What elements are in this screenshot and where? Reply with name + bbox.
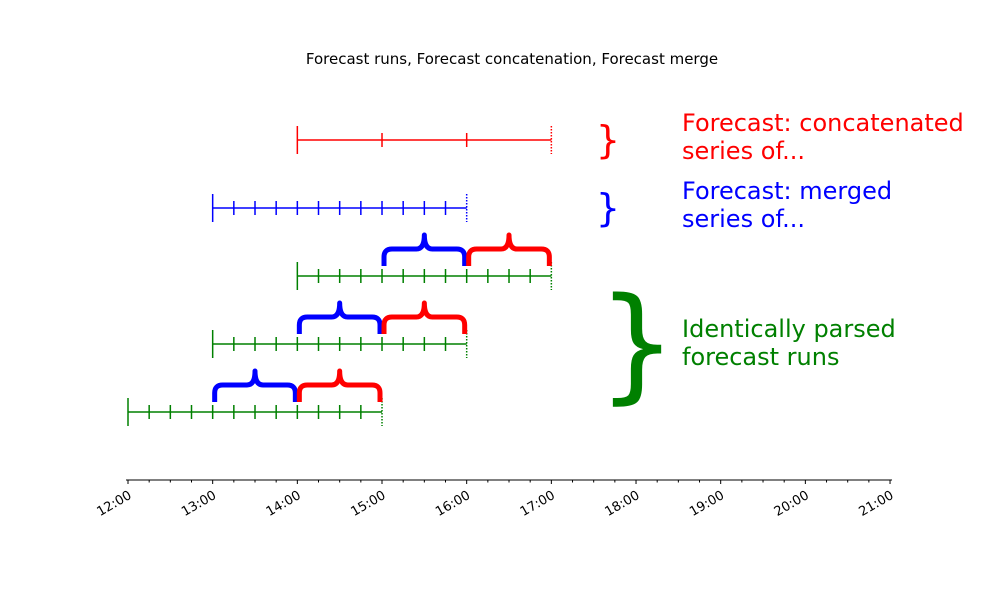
x-tick-label: 17:00 — [518, 488, 558, 520]
row-merged — [211, 194, 468, 222]
small-brace-merged: } — [596, 186, 620, 230]
period-braces — [212, 232, 552, 402]
annotations: } Forecast: concatenated series of...} Fore… — [596, 109, 964, 417]
row-run_1 — [127, 398, 383, 426]
x-tick-label: 12:00 — [94, 488, 134, 520]
red-brace — [381, 300, 468, 334]
blue-brace — [381, 232, 468, 266]
red-brace — [296, 368, 383, 402]
blue-brace — [212, 368, 298, 402]
x-tick-label: 13:00 — [179, 488, 219, 520]
group-label: Identically parsed forecast runs — [682, 315, 896, 371]
group-label-line: Identically parsed — [682, 315, 896, 343]
chart-title: Forecast runs, Forecast concatenation, F… — [306, 50, 718, 68]
small-brace-concatenated: } — [596, 118, 620, 162]
row-run_2 — [211, 330, 468, 358]
label-merged: Forecast: merged series of... — [682, 177, 892, 233]
x-axis: 12:00 13:00 14:00 15:00 16:00 17:00 18:00 19:00… — [94, 479, 896, 520]
x-tick-label: 15:00 — [348, 488, 388, 520]
row-run_3 — [296, 262, 553, 290]
red-brace — [466, 232, 552, 266]
x-tick-label: 19:00 — [687, 488, 727, 520]
label-merged-line: series of... — [682, 205, 805, 233]
group-label-line: forecast runs — [682, 343, 839, 371]
label-merged-line: Forecast: merged — [682, 177, 892, 205]
blue-brace — [296, 300, 383, 334]
x-tick-label: 14:00 — [264, 488, 304, 520]
forecast-rows — [127, 126, 553, 426]
label-concatenated-line: Forecast: concatenated — [682, 109, 964, 137]
x-tick-label: 16:00 — [433, 488, 473, 520]
group-brace: } — [597, 272, 677, 417]
row-concatenated — [296, 126, 553, 154]
label-concatenated-line: series of... — [682, 137, 805, 165]
label-concatenated: Forecast: concatenated series of... — [682, 109, 964, 165]
x-tick-label: 18:00 — [602, 488, 642, 520]
x-tick-label: 21:00 — [856, 488, 896, 520]
x-tick-label: 20:00 — [772, 488, 812, 520]
